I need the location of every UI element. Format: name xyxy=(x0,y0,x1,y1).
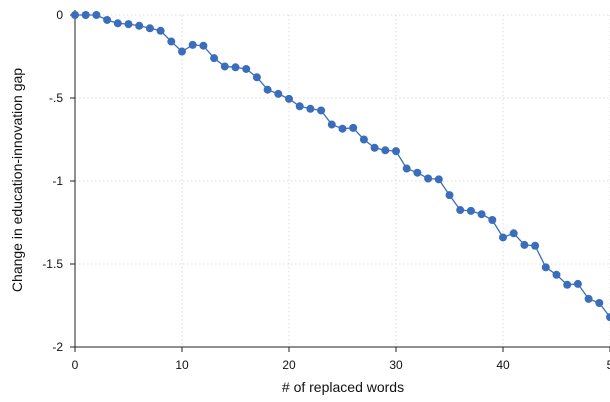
data-point xyxy=(92,11,101,19)
data-point xyxy=(338,124,347,133)
x-tick-label: 0 xyxy=(72,358,79,372)
data-point xyxy=(456,206,465,215)
y-axis-title: Change in education-innovation gap xyxy=(9,68,25,292)
data-point xyxy=(424,174,433,183)
data-point xyxy=(573,279,582,288)
data-point xyxy=(113,19,122,28)
data-point xyxy=(466,206,475,215)
data-point xyxy=(584,294,593,303)
data-point xyxy=(327,120,336,129)
data-point xyxy=(595,299,604,308)
data-point xyxy=(274,89,283,98)
y-tick-label: 0 xyxy=(56,8,63,22)
y-tick-label: -2 xyxy=(52,340,63,354)
data-point xyxy=(295,102,304,111)
grid xyxy=(74,14,610,348)
data-point xyxy=(488,216,497,225)
data-point xyxy=(349,123,358,132)
data-point xyxy=(552,270,561,279)
data-point xyxy=(242,64,251,73)
data-point xyxy=(81,11,90,19)
data-point xyxy=(231,63,240,72)
data-point xyxy=(199,41,208,50)
data-point xyxy=(103,15,112,24)
y-tick-label: -1 xyxy=(52,174,63,188)
data-point xyxy=(156,26,165,35)
data-point xyxy=(167,37,176,46)
data-point xyxy=(392,147,400,156)
data-point xyxy=(252,73,261,82)
data-point xyxy=(499,233,507,242)
x-tick-label: 20 xyxy=(282,358,296,372)
series-line xyxy=(75,14,610,318)
data-point xyxy=(263,85,272,94)
x-tick-label: 30 xyxy=(389,358,403,372)
y-tick-label: -.5 xyxy=(49,91,63,105)
data-point xyxy=(124,20,133,29)
series-layer xyxy=(71,11,610,322)
data-point xyxy=(188,40,197,49)
data-point xyxy=(178,47,186,56)
data-point xyxy=(71,11,79,19)
data-point xyxy=(317,106,326,115)
data-point xyxy=(359,135,368,144)
x-tick-label: 5 xyxy=(607,358,610,372)
data-point xyxy=(413,168,422,177)
axes xyxy=(74,10,610,348)
data-point xyxy=(434,175,443,184)
data-point xyxy=(135,21,144,30)
data-point xyxy=(445,191,454,200)
data-point xyxy=(563,280,572,289)
data-point xyxy=(606,313,610,322)
data-point xyxy=(509,229,518,238)
data-point xyxy=(520,240,529,249)
data-point xyxy=(477,210,486,219)
data-point xyxy=(220,62,229,71)
data-point xyxy=(306,104,315,113)
x-axis-title: # of replaced words xyxy=(282,379,404,395)
y-tick-label: -1.5 xyxy=(42,257,63,271)
data-point xyxy=(210,54,219,63)
data-point xyxy=(402,164,411,173)
x-tick-label: 10 xyxy=(175,358,189,372)
data-point xyxy=(541,263,550,272)
ticks: 0 -.5 -1 -1.5 -2 0 10 20 30 40 5 xyxy=(42,8,610,372)
data-point xyxy=(285,94,293,103)
data-point xyxy=(531,241,540,250)
data-point xyxy=(381,146,390,155)
data-point xyxy=(145,24,154,33)
data-point xyxy=(370,143,379,152)
x-tick-label: 40 xyxy=(496,358,510,372)
